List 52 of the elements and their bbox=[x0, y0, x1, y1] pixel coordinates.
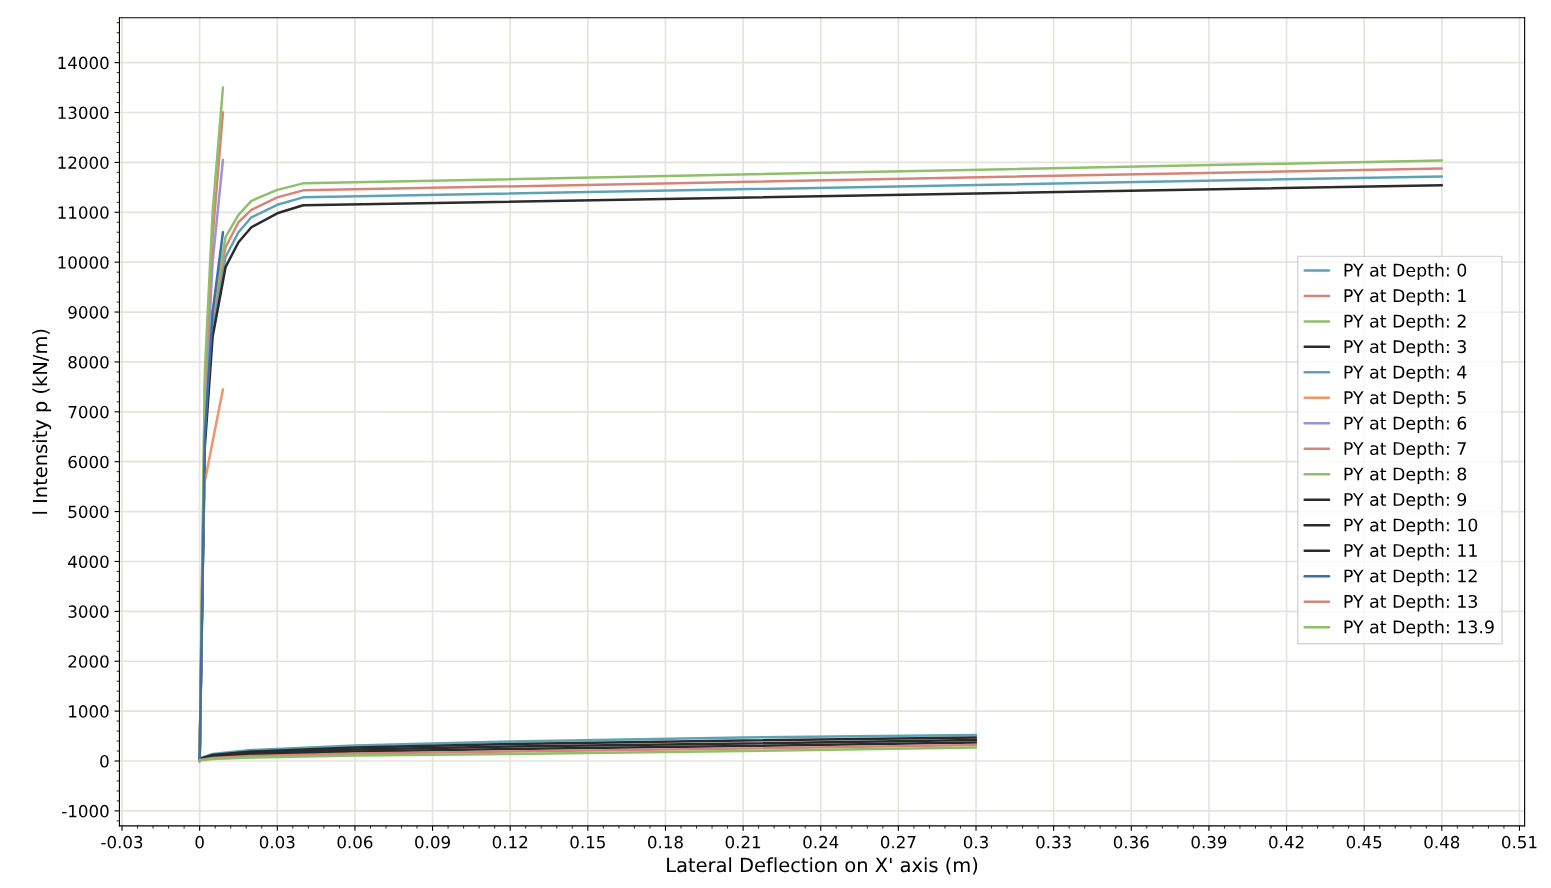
legend-label: PY at Depth: 12 bbox=[1344, 569, 1477, 586]
legend-label: PY at Depth: 7 bbox=[1344, 441, 1466, 459]
x-tick-label: 0.33 bbox=[1036, 835, 1071, 849]
x-tick-label: 0.39 bbox=[1191, 835, 1227, 849]
x-tick-label: 0.18 bbox=[648, 835, 683, 849]
x-tick-label: 0.48 bbox=[1424, 835, 1460, 849]
y-axis-title: l Intensity p (kN/m) bbox=[32, 329, 52, 514]
legend-label: PY at Depth: 2 bbox=[1344, 314, 1466, 332]
x-tick-label: 0.06 bbox=[337, 835, 373, 849]
x-tick-label: 0.27 bbox=[880, 835, 916, 849]
y-tick-label: 2000 bbox=[68, 655, 109, 668]
x-tick-label: 0.03 bbox=[259, 835, 295, 849]
legend-label: PY at Depth: 9 bbox=[1344, 492, 1467, 510]
y-tick-label: 4000 bbox=[68, 555, 109, 569]
x-tick-label: 0.09 bbox=[415, 835, 450, 849]
x-tick-label: 0.15 bbox=[570, 835, 605, 849]
legend-label: PY at Depth: 1 bbox=[1344, 288, 1466, 306]
legend-label: PY at Depth: 11 bbox=[1344, 543, 1477, 561]
legend-label: PY at Depth: 3 bbox=[1344, 339, 1466, 357]
y-tick-label: 14000 bbox=[58, 56, 109, 70]
x-tick-label: -0.03 bbox=[101, 835, 143, 849]
x-tick-label: 0.3 bbox=[963, 835, 988, 849]
x-axis-title: Lateral Deflection on X' axis (m) bbox=[667, 857, 978, 875]
legend-label: PY at Depth: 8 bbox=[1344, 467, 1467, 484]
x-tick-label: 0 bbox=[195, 835, 204, 849]
x-tick-label: 0.12 bbox=[492, 835, 528, 849]
y-tick-label: 9000 bbox=[68, 306, 109, 319]
y-tick-label: 7000 bbox=[68, 405, 109, 419]
legend-label: PY at Depth: 4 bbox=[1344, 365, 1467, 383]
y-tick-label: 13000 bbox=[58, 106, 109, 120]
y-tick-label: 11000 bbox=[58, 206, 109, 219]
y-tick-label: 8000 bbox=[68, 355, 109, 369]
x-tick-label: 0.21 bbox=[725, 835, 761, 849]
y-tick-label: 3000 bbox=[68, 605, 109, 618]
y-tick-label: 1000 bbox=[69, 705, 109, 718]
y-tick-label: 5000 bbox=[68, 505, 109, 519]
legend-label: PY at Depth: 13.9 bbox=[1344, 620, 1494, 637]
x-tick-label: 0.45 bbox=[1346, 835, 1382, 849]
y-tick-label: 6000 bbox=[68, 455, 109, 469]
y-tick-label: 12000 bbox=[58, 156, 109, 169]
x-tick-label: 0.42 bbox=[1269, 835, 1304, 849]
legend-label: PY at Depth: 6 bbox=[1344, 416, 1467, 433]
x-tick-label: 0.24 bbox=[803, 835, 839, 849]
legend-label: PY at Depth: 5 bbox=[1344, 390, 1466, 408]
legend-label: PY at Depth: 10 bbox=[1344, 518, 1478, 535]
legend-label: PY at Depth: 13 bbox=[1344, 594, 1478, 612]
x-tick-label: 0.51 bbox=[1502, 835, 1537, 849]
x-tick-label: 0.36 bbox=[1113, 835, 1149, 849]
y-tick-label: 10000 bbox=[58, 256, 109, 269]
y-tick-label: 0 bbox=[100, 754, 109, 768]
y-tick-label: -1000 bbox=[62, 804, 109, 818]
legend-label: PY at Depth: 0 bbox=[1344, 263, 1467, 281]
